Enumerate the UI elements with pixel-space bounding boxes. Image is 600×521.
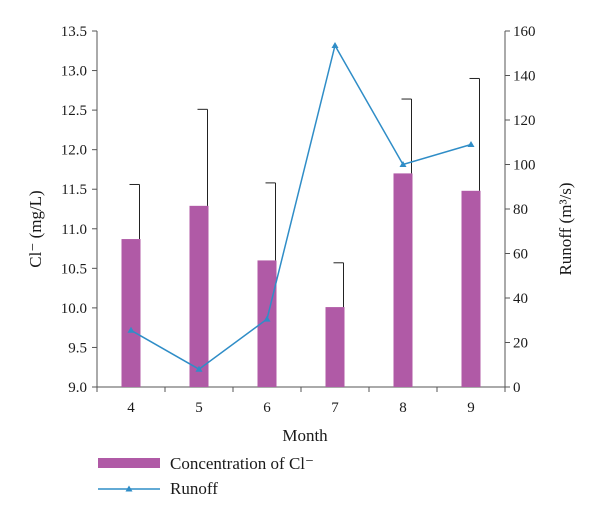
runoff-point [263,315,271,322]
tick-labels: 9.0 9.5 10.0 10.5 11.0 11.5 12.0 12.5 13.0 13.5 0 2… [61,24,536,416]
left-axis-title: Cl⁻ (mg/L) [26,190,45,267]
runoff-line [130,43,472,371]
right-axis-tick-label: 60 [513,247,528,263]
bar-concentration [189,205,209,387]
right-axis-title: Runoff (m³/s) [556,182,575,275]
left-axis-tick-label: 12.5 [61,103,87,119]
left-axis-tick-label: 13.5 [61,24,87,40]
runoff-point [399,161,407,167]
bar-concentration [121,239,141,387]
right-axis-tick-label: 40 [513,291,528,307]
left-axis-tick-label: 9.5 [68,340,87,356]
runoff-point [127,326,135,333]
x-axis-tick-label: 9 [467,400,475,416]
right-axis-tick-label: 120 [513,113,536,129]
runoff-point [467,140,475,147]
right-axis-tick-label: 20 [513,336,528,352]
left-axis-tick-label: 10.5 [61,261,87,277]
bar-concentration [461,190,481,387]
x-axis-title: Month [282,426,328,445]
legend-bar-swatch [98,458,160,468]
legend-label-concentration: Concentration of Cl⁻ [170,454,314,473]
bar-concentration [325,307,345,387]
right-axis-tick-label: 160 [513,24,536,40]
left-axis-tick-label: 11.5 [61,182,87,198]
left-axis-tick-label: 12.0 [61,143,87,159]
axes [92,30,510,392]
right-axis-tick-label: 100 [513,158,536,174]
x-axis-tick-label: 5 [195,400,203,416]
bar-concentration [257,260,277,387]
runoff-point [331,41,339,48]
left-axis-tick-label: 11.0 [61,222,87,238]
error-bars [129,77,480,308]
right-axis-tick-label: 0 [513,380,521,396]
x-axis-tick-label: 8 [399,400,407,416]
left-axis-tick-label: 10.0 [61,301,87,317]
left-axis-tick-label: 13.0 [61,64,87,80]
runoff-point [195,365,203,372]
right-axis-tick-label: 80 [513,202,528,218]
left-axis-tick-label: 9.0 [68,380,87,396]
legend: Concentration of Cl⁻ Runoff [98,454,314,498]
right-axis-tick-label: 140 [513,69,536,85]
bar-concentration [393,173,413,387]
runoff-series [127,41,475,372]
x-axis-tick-label: 7 [331,400,339,416]
x-axis-tick-label: 6 [263,400,271,416]
bar-series [121,173,481,387]
legend-line-marker [125,485,133,492]
legend-label-runoff: Runoff [170,479,218,498]
x-axis-tick-label: 4 [127,400,135,416]
